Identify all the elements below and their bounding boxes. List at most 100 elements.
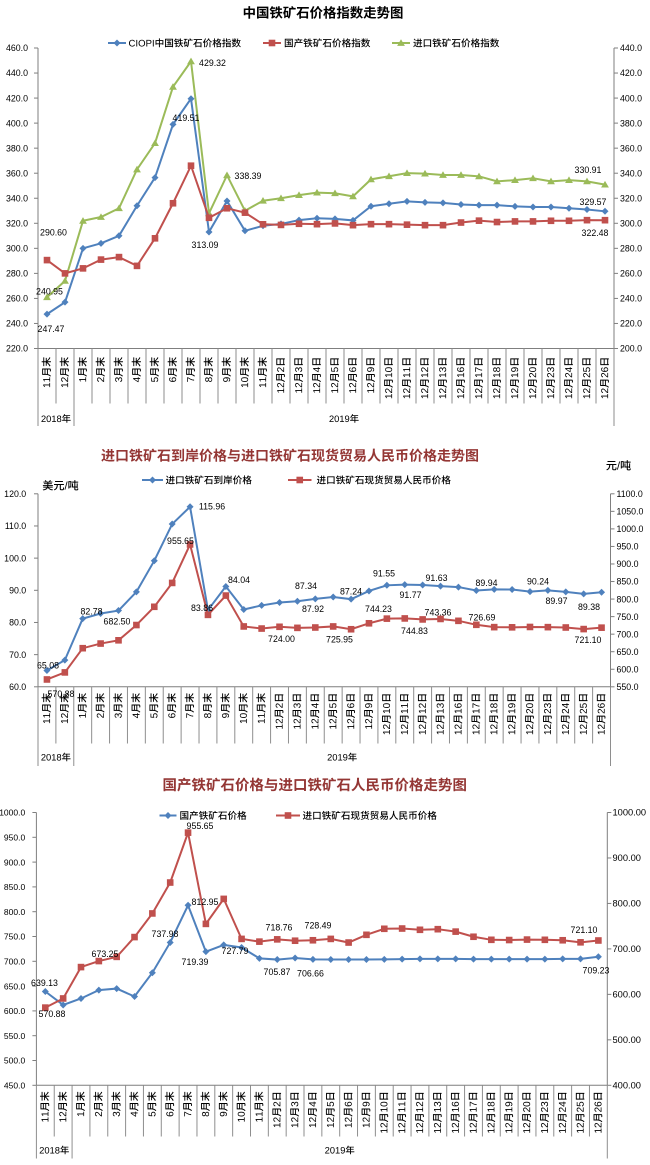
svg-text:500.0: 500.0 — [4, 1056, 26, 1066]
svg-text:812.95: 812.95 — [192, 897, 219, 907]
svg-text:550.0: 550.0 — [4, 1031, 26, 1041]
svg-text:400.0: 400.0 — [620, 93, 642, 103]
svg-text:709.23: 709.23 — [583, 966, 610, 976]
svg-text:115.96: 115.96 — [199, 502, 225, 512]
svg-text:84.04: 84.04 — [228, 575, 250, 585]
svg-text:719.39: 719.39 — [182, 957, 209, 967]
svg-text:800.0: 800.0 — [617, 594, 639, 604]
svg-text:721.10: 721.10 — [571, 925, 598, 935]
svg-text:82.78: 82.78 — [80, 607, 102, 617]
svg-text:320.0: 320.0 — [620, 193, 642, 203]
svg-text:900.0: 900.0 — [617, 559, 639, 569]
svg-text:300.0: 300.0 — [620, 218, 642, 228]
svg-text:450.0: 450.0 — [4, 1081, 26, 1091]
svg-text:300.0: 300.0 — [6, 244, 28, 254]
svg-text:380.0: 380.0 — [6, 143, 28, 153]
svg-text:1050.0: 1050.0 — [617, 507, 644, 517]
svg-text:744.83: 744.83 — [401, 626, 428, 636]
svg-text:91.77: 91.77 — [399, 590, 421, 600]
svg-text:1100.0: 1100.0 — [617, 489, 643, 499]
svg-text:724.00: 724.00 — [268, 634, 295, 644]
svg-text:240.95: 240.95 — [36, 287, 63, 297]
svg-text:650.0: 650.0 — [4, 981, 26, 991]
svg-text:89.97: 89.97 — [545, 596, 567, 606]
svg-text:728.49: 728.49 — [305, 921, 332, 931]
svg-text:220.0: 220.0 — [6, 344, 28, 354]
svg-text:420.0: 420.0 — [6, 93, 28, 103]
svg-text:322.48: 322.48 — [582, 228, 609, 238]
svg-text:329.57: 329.57 — [580, 197, 607, 207]
svg-text:570.88: 570.88 — [48, 689, 75, 699]
svg-text:700.0: 700.0 — [4, 957, 26, 967]
svg-text:90.0: 90.0 — [9, 586, 26, 596]
svg-text:718.76: 718.76 — [266, 923, 293, 933]
svg-text:570.88: 570.88 — [39, 1009, 66, 1019]
svg-text:110.0: 110.0 — [5, 521, 26, 531]
svg-text:700.00: 700.00 — [613, 944, 641, 954]
svg-text:80.0: 80.0 — [9, 618, 26, 628]
svg-text:87.24: 87.24 — [340, 587, 362, 597]
svg-text:340.0: 340.0 — [620, 168, 642, 178]
svg-text:440.0: 440.0 — [6, 68, 28, 78]
svg-text:380.0: 380.0 — [620, 118, 642, 128]
svg-text:1000.0: 1000.0 — [0, 808, 25, 818]
svg-text:247.47: 247.47 — [38, 324, 65, 334]
svg-text:600.00: 600.00 — [613, 990, 641, 1000]
svg-text:850.0: 850.0 — [4, 882, 26, 892]
svg-text:260.0: 260.0 — [620, 269, 642, 279]
svg-text:89.94: 89.94 — [475, 578, 497, 588]
svg-text:65.08: 65.08 — [37, 661, 59, 671]
svg-text:639.13: 639.13 — [31, 978, 58, 988]
svg-text:726.69: 726.69 — [469, 613, 496, 623]
svg-text:750.0: 750.0 — [617, 612, 639, 622]
svg-text:950.0: 950.0 — [617, 542, 639, 552]
svg-text:440.0: 440.0 — [620, 43, 642, 53]
svg-text:70.0: 70.0 — [9, 650, 26, 660]
svg-text:60.0: 60.0 — [9, 682, 26, 692]
svg-text:240.0: 240.0 — [620, 294, 642, 304]
svg-text:89.38: 89.38 — [578, 602, 600, 612]
svg-text:320.0: 320.0 — [6, 218, 28, 228]
svg-text:420.0: 420.0 — [620, 68, 642, 78]
svg-text:340.0: 340.0 — [6, 193, 28, 203]
svg-text:100.0: 100.0 — [4, 553, 26, 563]
svg-text:360.0: 360.0 — [6, 168, 28, 178]
svg-text:87.92: 87.92 — [302, 604, 324, 614]
svg-text:338.39: 338.39 — [235, 171, 262, 181]
svg-text:650.0: 650.0 — [617, 647, 639, 657]
svg-text:400.0: 400.0 — [6, 118, 28, 128]
svg-text:240.0: 240.0 — [6, 319, 28, 329]
svg-text:400.00: 400.00 — [613, 1081, 641, 1091]
svg-text:725.95: 725.95 — [326, 635, 353, 645]
svg-text:429.32: 429.32 — [199, 58, 226, 68]
svg-text:91.63: 91.63 — [425, 573, 447, 583]
svg-text:90.24: 90.24 — [527, 577, 549, 587]
svg-text:500.00: 500.00 — [613, 1035, 641, 1045]
svg-text:800.0: 800.0 — [4, 907, 26, 917]
svg-text:950.0: 950.0 — [4, 833, 26, 843]
svg-text:743.36: 743.36 — [425, 608, 452, 618]
svg-text:360.0: 360.0 — [620, 143, 642, 153]
svg-text:900.0: 900.0 — [4, 857, 26, 867]
svg-text:330.91: 330.91 — [575, 165, 602, 175]
svg-text:1000.0: 1000.0 — [617, 524, 644, 534]
svg-text:280.0: 280.0 — [6, 269, 28, 279]
svg-text:600.0: 600.0 — [617, 664, 639, 674]
svg-text:419.51: 419.51 — [173, 113, 200, 123]
svg-text:706.66: 706.66 — [297, 969, 324, 979]
svg-text:682.50: 682.50 — [104, 617, 131, 627]
svg-text:550.0: 550.0 — [617, 682, 639, 692]
svg-text:313.09: 313.09 — [192, 240, 219, 250]
svg-text:600.0: 600.0 — [4, 1006, 26, 1016]
svg-text:120.0: 120.0 — [4, 489, 26, 499]
svg-text:800.00: 800.00 — [613, 899, 641, 909]
svg-text:727.79: 727.79 — [222, 946, 249, 956]
svg-text:280.0: 280.0 — [620, 244, 642, 254]
svg-text:460.0: 460.0 — [6, 43, 28, 53]
svg-text:744.23: 744.23 — [365, 604, 392, 614]
svg-text:737.98: 737.98 — [152, 929, 179, 939]
svg-text:850.0: 850.0 — [617, 577, 639, 587]
svg-text:91.55: 91.55 — [373, 569, 395, 579]
svg-text:721.10: 721.10 — [575, 635, 602, 645]
svg-text:900.00: 900.00 — [613, 853, 641, 863]
